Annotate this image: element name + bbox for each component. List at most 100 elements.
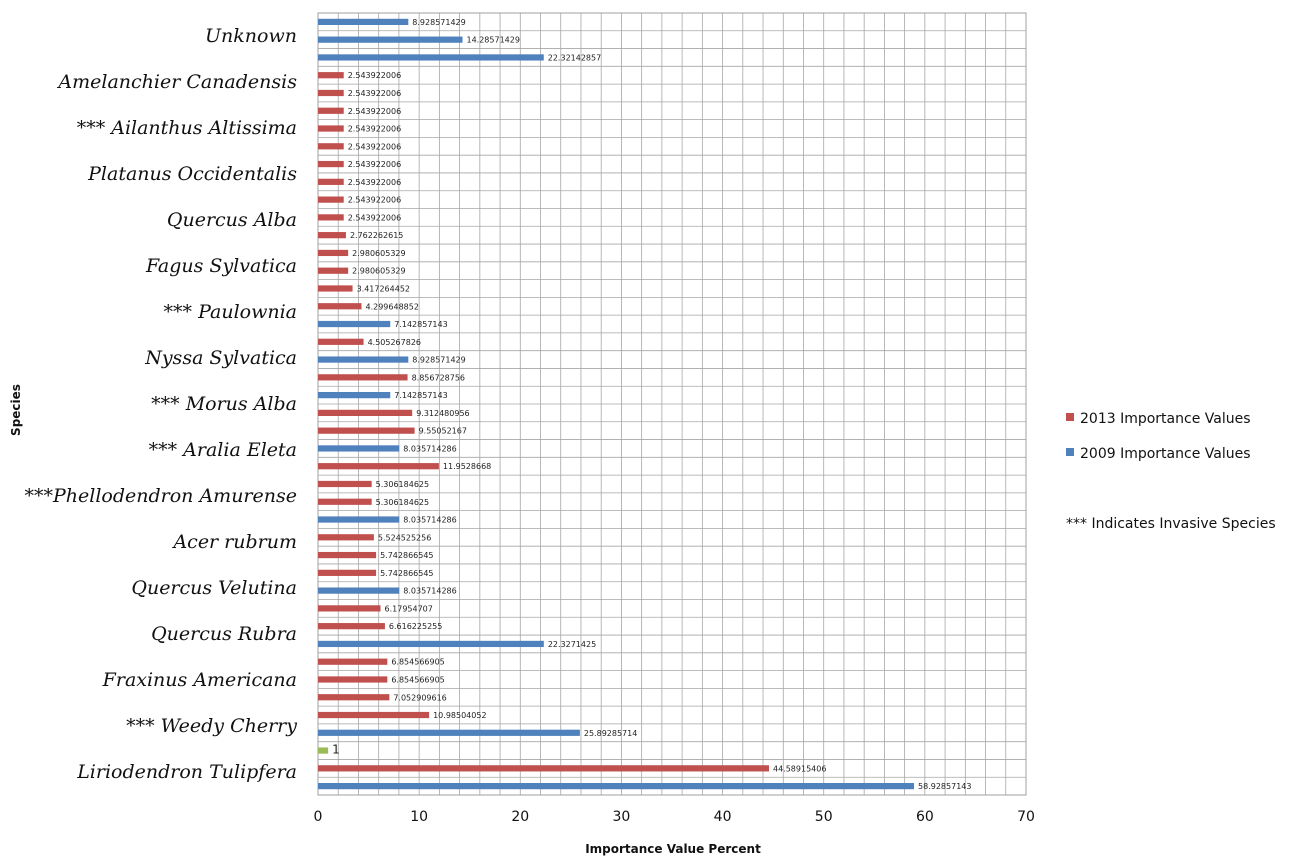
legend-swatch-2009 — [1066, 448, 1074, 456]
data-label: 8.035714286 — [403, 444, 456, 453]
y-tick-label: *** Weedy Cherry — [126, 715, 297, 737]
bar-2009 — [318, 640, 544, 648]
data-label: 2.543922006 — [348, 160, 401, 169]
data-label: 2.762262615 — [350, 231, 403, 240]
data-label: 5.742866545 — [380, 551, 433, 560]
bar-2009 — [318, 729, 580, 736]
y-tick-label: *** Ailanthus Altissima — [77, 117, 297, 139]
legend-label-2013: 2013 Importance Values — [1080, 411, 1251, 427]
data-label: 6.616225255 — [389, 622, 442, 631]
data-label: 5.524525256 — [378, 533, 431, 542]
data-label: 7.052909616 — [393, 693, 446, 702]
legend: 2013 Importance Values 2009 Importance V… — [1066, 411, 1276, 532]
bar-2013 — [318, 676, 388, 683]
data-label: 6.17954707 — [385, 604, 433, 613]
bar-2009 — [318, 783, 915, 790]
y-tick-label: Quercus Alba — [167, 209, 297, 231]
data-label: 2.543922006 — [348, 89, 401, 98]
bar-2013 — [318, 534, 374, 541]
y-tick-label: *** Morus Alba — [151, 393, 297, 415]
x-tick-label: 70 — [1017, 809, 1035, 825]
data-label: 5.742866545 — [380, 569, 433, 578]
data-label: 1 — [332, 743, 340, 757]
y-tick-label: Fagus Sylvatica — [145, 255, 297, 277]
bar-2013 — [318, 409, 413, 416]
data-label: 58.92857143 — [918, 782, 971, 791]
bar-2013 — [318, 267, 349, 274]
data-label: 2.543922006 — [348, 178, 401, 187]
x-tick-label: 30 — [613, 809, 631, 825]
x-tick-label: 10 — [410, 809, 428, 825]
bar-2013 — [318, 107, 344, 114]
bar-2009 — [318, 587, 400, 594]
y-tick-label: Acer rubrum — [171, 531, 297, 553]
data-label: 8.928571429 — [412, 356, 465, 365]
data-label: 8.928571429 — [412, 18, 465, 27]
grid-lines — [317, 12, 1027, 796]
data-label: 8.856728756 — [412, 373, 465, 382]
bar-2013 — [318, 463, 439, 470]
data-label: 4.299648852 — [365, 302, 418, 311]
bar-2013 — [318, 72, 344, 79]
x-axis-ticks: 0 10 20 30 40 50 60 70 — [314, 809, 1035, 825]
bar-2009 — [318, 392, 391, 399]
bar-2013 — [318, 374, 408, 381]
data-label: 44.58915406 — [773, 764, 826, 773]
data-label: 2.543922006 — [348, 142, 401, 151]
legend-invasive-note: *** Indicates Invasive Species — [1066, 516, 1276, 532]
bar-2013 — [318, 765, 769, 772]
data-label: 2.543922006 — [348, 196, 401, 205]
data-label: 8.035714286 — [403, 516, 456, 525]
data-label: 14.28571429 — [466, 36, 519, 45]
bar-2013 — [318, 427, 415, 434]
data-label: 7.142857143 — [394, 391, 447, 400]
data-label: 9.55052167 — [419, 427, 467, 436]
y-tick-label: Quercus Velutina — [131, 577, 297, 599]
data-label: 9.312480956 — [416, 409, 469, 418]
bar-2009 — [318, 36, 463, 43]
data-label: 2.543922006 — [348, 107, 401, 116]
y-tick-label: Fraxinus Americana — [102, 669, 297, 691]
data-label: 2.543922006 — [348, 125, 401, 134]
data-label: 25.89285714 — [584, 729, 637, 738]
bar-2009 — [318, 18, 409, 25]
y-tick-label: *** Aralia Eleta — [149, 439, 297, 461]
y-axis-labels: Liriodendron Tulipfera *** Weedy Cherry Fr… — [25, 25, 298, 783]
data-label: 3.417264452 — [357, 284, 410, 293]
bar-other — [318, 747, 329, 754]
legend-label-2009: 2009 Importance Values — [1080, 446, 1251, 462]
legend-swatch-2013 — [1066, 413, 1074, 421]
data-label: 11.9528668 — [443, 462, 491, 471]
data-label: 8.035714286 — [403, 587, 456, 596]
bar-2013 — [318, 285, 353, 292]
y-tick-label: Platanus Occidentalis — [87, 163, 297, 185]
bar-2013 — [318, 160, 344, 168]
bar-2013 — [318, 303, 362, 310]
bar-2013 — [318, 143, 344, 150]
bars-layer — [318, 18, 915, 790]
data-label: 5.306184625 — [376, 498, 429, 507]
data-label: 7.142857143 — [394, 320, 447, 329]
bar-2009 — [318, 54, 544, 61]
data-label: 6.854566905 — [391, 675, 444, 684]
bar-2009 — [318, 516, 400, 523]
x-axis-title: Importance Value Percent — [585, 842, 761, 856]
bar-2013 — [318, 480, 372, 488]
data-label: 2.980605329 — [352, 267, 405, 276]
data-label: 2.980605329 — [352, 249, 405, 258]
bar-2013 — [318, 569, 377, 576]
bar-2013 — [318, 232, 346, 239]
x-tick-label: 0 — [314, 809, 323, 825]
y-tick-label: Quercus Rubra — [151, 623, 297, 645]
data-label: 22.3271425 — [548, 640, 596, 649]
x-tick-label: 50 — [815, 809, 833, 825]
bar-2009 — [318, 356, 409, 363]
bar-2013 — [318, 125, 344, 132]
bar-2009 — [318, 445, 400, 452]
data-label: 2.543922006 — [348, 71, 401, 80]
y-tick-label: Unknown — [205, 25, 297, 47]
data-label: 2.543922006 — [348, 213, 401, 222]
y-tick-label: ***Phellodendron Amurense — [25, 485, 298, 507]
x-tick-label: 20 — [511, 809, 529, 825]
